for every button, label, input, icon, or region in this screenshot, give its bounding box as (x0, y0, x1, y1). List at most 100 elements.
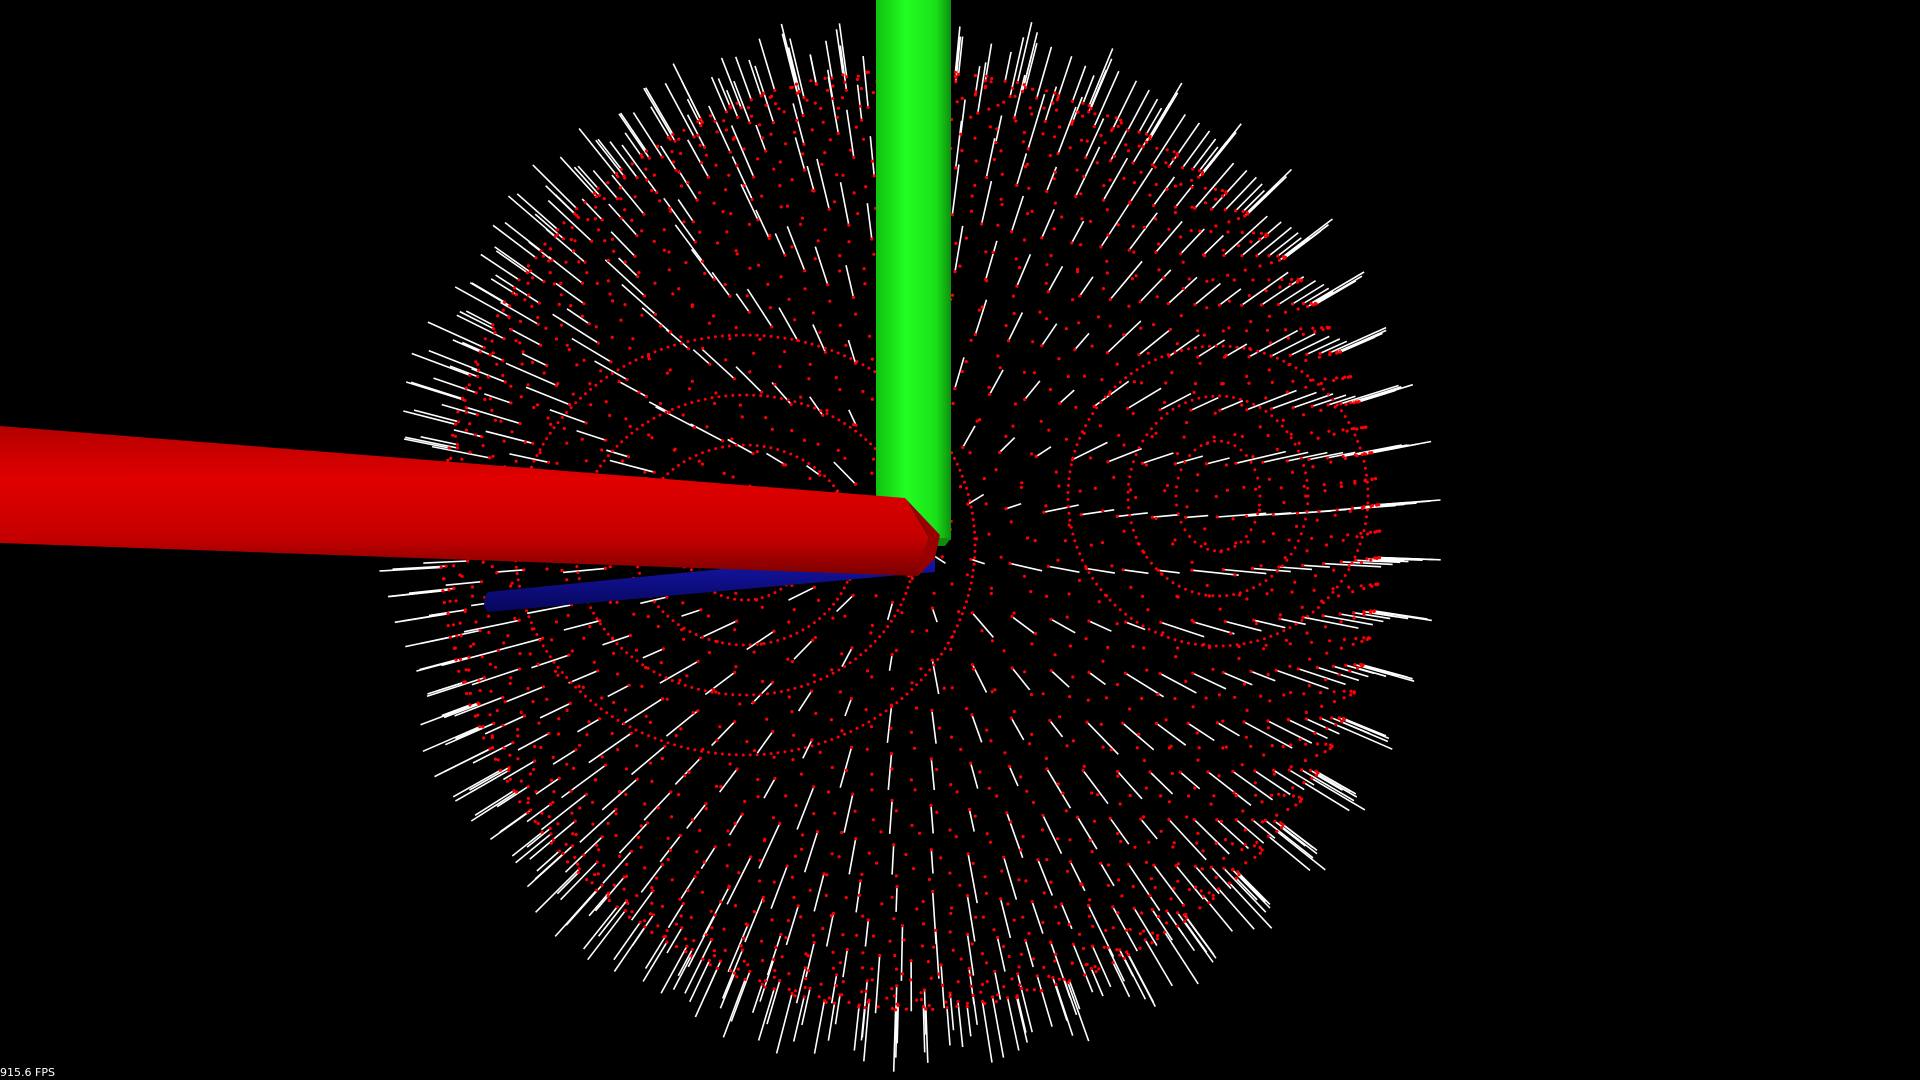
normal-line (1370, 559, 1409, 563)
sphere-point (1308, 657, 1312, 661)
sphere-point (810, 188, 815, 193)
sphere-point (825, 674, 829, 678)
normal-line (710, 76, 728, 113)
sphere-point (787, 297, 791, 301)
sphere-point (949, 647, 953, 652)
sphere-point (1085, 139, 1089, 143)
sphere-point (1004, 507, 1008, 511)
sphere-point (594, 703, 598, 707)
sphere-point (1177, 584, 1181, 588)
sphere-point (648, 720, 653, 725)
sphere-point (801, 833, 805, 837)
sphere-point (1197, 175, 1201, 179)
normal-line (1287, 451, 1328, 462)
sphere-point (1290, 590, 1294, 594)
normal-line (1176, 925, 1196, 952)
sphere-point (835, 973, 839, 977)
sphere-point (647, 357, 651, 361)
sphere-point (1161, 631, 1165, 635)
normal-line (679, 876, 696, 901)
sphere-point (645, 821, 650, 825)
sphere-point (643, 866, 647, 870)
sphere-point (835, 173, 839, 177)
normal-line (641, 307, 671, 333)
sphere-point (452, 564, 456, 568)
sphere-point (1137, 542, 1141, 546)
sphere-point (1310, 536, 1314, 541)
sphere-point (1014, 119, 1018, 123)
sphere-point (779, 397, 783, 400)
sphere-point (1179, 182, 1183, 186)
normal-line (515, 833, 552, 864)
sphere-point (937, 726, 942, 730)
sphere-point (969, 338, 973, 342)
sphere-point (1073, 449, 1077, 453)
sphere-point (568, 701, 572, 706)
sphere-point (565, 762, 569, 766)
sphere-point (844, 768, 849, 773)
sphere-point (1066, 981, 1070, 985)
sphere-point (802, 438, 807, 442)
sphere-point (589, 403, 593, 407)
sphere-point (652, 670, 656, 674)
normal-line (1180, 228, 1205, 255)
sphere-point (471, 594, 475, 598)
sphere-point (1332, 690, 1336, 694)
y-axis-cylinder (876, 0, 951, 546)
sphere-point (990, 690, 994, 694)
sphere-point (619, 167, 624, 171)
sphere-point (793, 130, 797, 134)
sphere-point (456, 410, 460, 414)
normal-line (1282, 824, 1314, 849)
sphere-point (557, 717, 561, 721)
normal-line (1323, 562, 1382, 568)
sphere-point (623, 260, 627, 264)
sphere-point (1355, 535, 1359, 539)
sphere-point (568, 403, 572, 407)
normal-line (1207, 771, 1252, 807)
sphere-point (984, 175, 989, 180)
sphere-point (1165, 909, 1169, 913)
sphere-point (1212, 794, 1216, 798)
normal-line (552, 749, 577, 765)
normal-line (801, 988, 811, 1026)
normal-line (1156, 722, 1187, 746)
normal-line (497, 569, 524, 573)
normal-line (630, 745, 666, 776)
sphere-point (823, 346, 827, 350)
sphere-point (1184, 913, 1188, 917)
sphere-point (562, 221, 566, 225)
sphere-point (1182, 919, 1187, 924)
sphere-point (748, 969, 752, 974)
sphere-point (571, 392, 575, 396)
sphere-point (964, 236, 969, 240)
sphere-point (742, 147, 746, 151)
sphere-point (1272, 772, 1276, 776)
sphere-point (1300, 370, 1304, 374)
sphere-point (642, 919, 647, 923)
sphere-point (972, 667, 976, 671)
sphere-point (610, 335, 614, 339)
sphere-point (892, 843, 896, 847)
sphere-point (864, 989, 868, 993)
sphere-point (1237, 644, 1241, 649)
sphere-point (1170, 371, 1174, 375)
normal-line (681, 608, 702, 617)
sphere-point (756, 777, 760, 782)
sphere-point (1066, 484, 1070, 487)
sphere-point (856, 212, 860, 216)
sphere-point (704, 807, 708, 811)
sphere-point (478, 628, 482, 633)
sphere-point (635, 894, 639, 898)
sphere-point (1079, 243, 1083, 247)
sphere-point (847, 240, 851, 244)
sphere-point (1173, 211, 1177, 215)
normal-line (1155, 220, 1183, 253)
sphere-point (748, 753, 752, 757)
sphere-point (608, 600, 612, 605)
sphere-point (1116, 769, 1120, 774)
sphere-point (600, 755, 604, 759)
sphere-point (631, 337, 635, 341)
